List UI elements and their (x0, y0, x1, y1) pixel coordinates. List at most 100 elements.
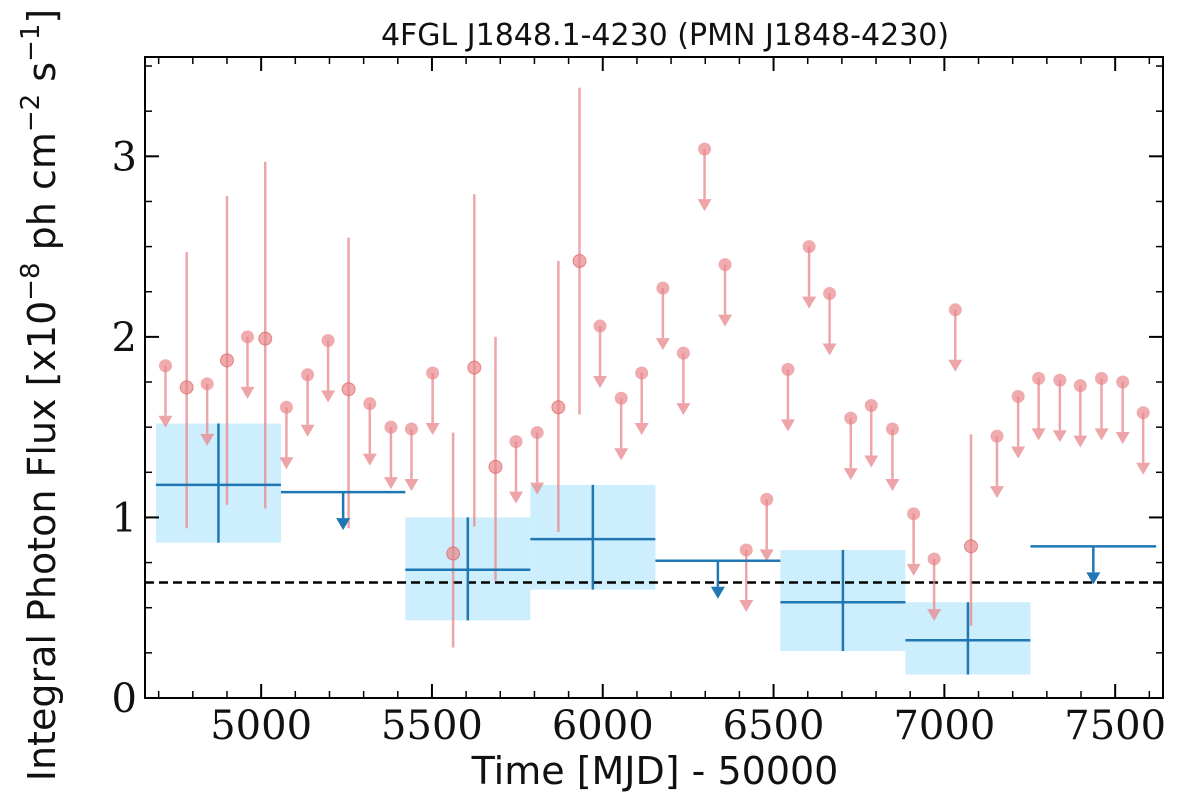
fine-upper-limit-arrow (864, 455, 879, 468)
fine-detection-point (258, 331, 273, 346)
fine-upper-limit-point (426, 366, 440, 380)
fine-upper-limit-arrow (634, 422, 649, 435)
fine-upper-limit-arrow (508, 491, 523, 504)
fine-upper-limit-arrow (885, 478, 900, 491)
fine-upper-limit-point (1032, 371, 1046, 385)
axes: 5000 5500 6000 6500 7000 7500 0 1 2 3 (112, 56, 1166, 749)
fine-upper-limit-point (1095, 371, 1109, 385)
fine-detection-point (488, 459, 503, 474)
x-tick-label: 6000 (552, 703, 654, 749)
coarse-upper-limit-arrow (1086, 572, 1101, 585)
fine-upper-limit-point (1073, 379, 1087, 393)
fine-upper-limit-point (158, 359, 172, 373)
fine-upper-limit-point (321, 333, 335, 347)
fine-upper-limit-arrow (1115, 432, 1130, 445)
y-tick-label: 3 (112, 134, 137, 180)
fine-upper-limit-arrow (279, 457, 294, 470)
y-axis-label-exponent: −1 (16, 24, 46, 62)
fine-upper-limit-point (384, 420, 398, 434)
x-tick-label: 6500 (723, 703, 825, 749)
fine-upper-limit-point (802, 240, 816, 254)
x-tick-label: 7000 (893, 703, 995, 749)
fine-detection-point (467, 360, 482, 375)
fine-upper-limit-point (698, 142, 712, 156)
fine-upper-limit-point (718, 258, 732, 272)
fine-upper-limit-arrow (676, 403, 691, 416)
y-axis-label-exponent: −2 (16, 94, 46, 132)
plot-area (145, 87, 1163, 675)
fine-upper-limit-point (781, 362, 795, 376)
fine-upper-limit-arrow (718, 314, 733, 327)
fine-upper-limit-point (530, 426, 544, 440)
fine-upper-limit-point (1011, 389, 1025, 403)
fine-upper-limit-arrow (1136, 462, 1151, 475)
fine-upper-limit-point (844, 411, 858, 425)
fine-upper-limit-arrow (362, 453, 377, 466)
coarse-upper-limit-arrow (336, 518, 351, 531)
fine-upper-limit-arrow (530, 482, 545, 495)
fine-upper-limit-point (200, 377, 214, 391)
y-axis-label-part: s (20, 62, 64, 94)
fine-upper-limit-point (509, 435, 523, 449)
fine-detection-point (219, 353, 234, 368)
fine-upper-limit-arrow (802, 296, 817, 309)
fine-upper-limit-arrow (1011, 446, 1026, 459)
fine-upper-limit-point (739, 543, 753, 557)
fine-upper-limit-arrow (948, 359, 963, 372)
fine-upper-limit-arrow (614, 448, 629, 461)
fine-upper-limit-arrow (240, 386, 255, 399)
fine-detection-point (551, 400, 566, 415)
fine-upper-limit-point (656, 281, 670, 295)
fine-upper-limit-arrow (404, 478, 419, 491)
fine-upper-limit-arrow (739, 599, 754, 612)
fine-upper-limit-arrow (697, 199, 712, 212)
fine-upper-limit-arrow (383, 477, 398, 490)
fine-upper-limit-point (823, 287, 837, 301)
fine-upper-limit-arrow (906, 563, 921, 576)
fine-detection-point (446, 546, 461, 561)
fine-upper-limit-arrow (1094, 428, 1109, 441)
y-tick-label: 1 (112, 495, 137, 541)
fine-upper-limit-point (676, 346, 690, 360)
fine-upper-limit-arrow (300, 424, 315, 437)
fine-upper-limit-arrow (759, 549, 774, 562)
fine-upper-limit-arrow (321, 390, 336, 403)
x-tick-label: 5000 (210, 703, 312, 749)
fine-upper-limit-arrow (843, 468, 858, 481)
y-axis-label-exponent: −8 (16, 262, 46, 300)
fine-upper-limit-arrow (927, 608, 942, 621)
fine-upper-limit-point (635, 366, 649, 380)
y-axis-label-part: Integral Photon Flux [x10 (20, 301, 64, 782)
x-axis-label: Time [MJD] - 50000 (471, 749, 839, 793)
fine-upper-limit-arrow (425, 422, 440, 435)
fine-upper-limit-point (885, 422, 899, 436)
fine-upper-limit-arrow (989, 486, 1004, 499)
fine-detection-point (572, 254, 587, 269)
fine-upper-limit-point (990, 429, 1004, 443)
x-tick-label: 7500 (1064, 703, 1166, 749)
fine-upper-limit-point (240, 330, 254, 344)
chart-title: 4FGL J1848.1-4230 (PMN J1848-4230) (381, 18, 949, 53)
fine-upper-limit-point (279, 400, 293, 414)
fine-upper-limit-point (301, 368, 315, 382)
fine-upper-limit-point (760, 492, 774, 506)
fine-upper-limit-point (1116, 375, 1130, 389)
fine-upper-limit-point (614, 391, 628, 405)
fine-upper-limit-arrow (200, 433, 215, 446)
fine-upper-limit-arrow (1073, 435, 1088, 448)
fine-detection-point (964, 539, 979, 554)
y-axis-label-part: ph cm (20, 132, 64, 262)
fine-upper-limit-arrow (822, 343, 837, 356)
fine-upper-limit-point (907, 507, 921, 521)
x-tick-label: 5500 (381, 703, 483, 749)
fine-upper-limit-arrow (1052, 430, 1067, 443)
plot-frame (144, 56, 1164, 699)
fine-upper-limit-point (927, 552, 941, 566)
fine-upper-limit-arrow (1031, 428, 1046, 441)
fine-upper-limit-point (593, 319, 607, 333)
fine-detection-point (341, 382, 356, 397)
fine-upper-limit-arrow (593, 376, 608, 389)
fine-upper-limit-point (363, 397, 377, 411)
y-axis-label: Integral Photon Flux [x10−8 ph cm−2 s−1] (16, 9, 64, 782)
